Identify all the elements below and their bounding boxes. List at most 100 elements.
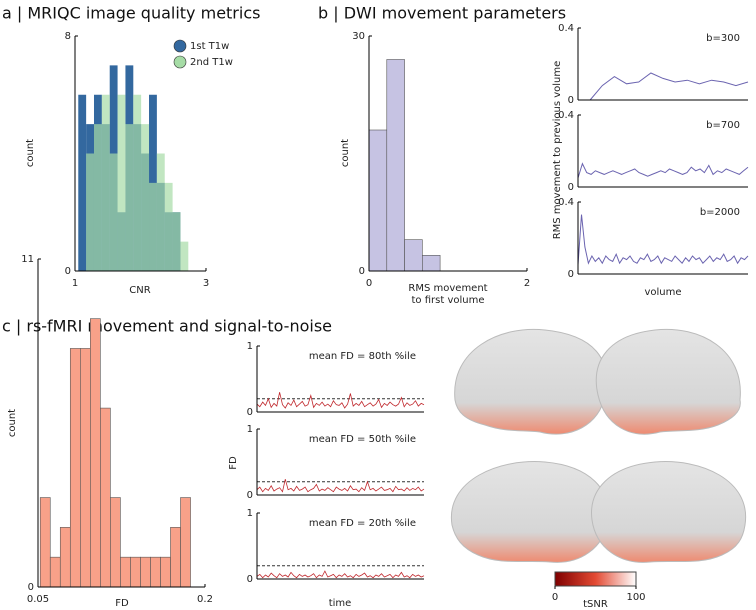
bar [386, 59, 405, 272]
bar [149, 182, 157, 271]
x-axis-label: RMS movement [408, 283, 487, 294]
bar [170, 527, 181, 588]
panel: 0 100 tSNR [552, 571, 646, 610]
brain-medial-right [591, 461, 747, 563]
x-tick-label: 0 [366, 278, 372, 289]
x-tick-label: 2 [524, 278, 530, 289]
panel: c | rs-fMRI movement and signal-to-noise… [2, 254, 332, 609]
panel: 0 1 mean FD = 80th %ile [247, 341, 425, 418]
x-axis-label: FD [115, 598, 129, 609]
bar [130, 556, 141, 588]
panel: 0 0.4 b=300 [558, 23, 749, 106]
y-tick-label: 0 [568, 269, 574, 280]
bar [422, 255, 441, 272]
bar [90, 318, 101, 588]
panel: a | MRIQC image quality metrics 0 8 1 3 CNR co… [2, 4, 260, 297]
bar [180, 497, 191, 588]
y-tick-label: 8 [65, 31, 71, 42]
brain-medial-left [450, 461, 609, 563]
bar [101, 94, 110, 271]
x-axis-label: time [329, 598, 352, 609]
y-tick-label: 0 [359, 266, 365, 277]
bar [109, 153, 118, 271]
x-axis-label: to first volume [412, 295, 485, 306]
legend-label: 1st T1w [190, 41, 229, 52]
legend-label: 2nd T1w [190, 57, 233, 68]
panel-title: b | DWI movement parameters [318, 4, 566, 23]
bar [69, 348, 81, 588]
bar [172, 212, 181, 271]
panel: 0 1 mean FD = 20th %ile time [247, 508, 425, 609]
colorbar-label: tSNR [583, 599, 608, 610]
y-tick-label: 1 [247, 424, 253, 435]
bar [160, 556, 171, 588]
x-tick-label: 0.2 [197, 594, 213, 605]
bar [39, 497, 51, 588]
y-tick-label: 0.4 [558, 197, 574, 208]
x-tick-label: 3 [203, 278, 209, 289]
legend-swatch [173, 39, 187, 53]
y-tick-label: 0 [568, 95, 574, 106]
bar [164, 182, 173, 271]
bar [117, 94, 126, 271]
y-tick-label: 0.4 [558, 23, 574, 34]
annotation: mean FD = 20th %ile [309, 518, 416, 529]
y-axis-label: FD [228, 456, 239, 470]
y-tick-label: 0 [247, 574, 253, 585]
y-tick-label: 0 [568, 182, 574, 193]
bar [120, 556, 131, 588]
x-tick-label: 100 [626, 592, 645, 603]
y-tick-label: 0 [247, 407, 253, 418]
y-tick-label: 1 [247, 341, 253, 352]
line [256, 570, 425, 579]
bar [100, 407, 111, 588]
x-tick-label: 1 [72, 278, 78, 289]
annotation: mean FD = 80th %ile [309, 351, 416, 362]
brain-lateral-left [454, 328, 607, 435]
panel: 0 0.4 b=2000 volume [558, 197, 749, 298]
bar [110, 497, 121, 588]
panel: b | DWI movement parameters 0 30 0 2 RMS move… [318, 4, 566, 307]
x-tick-label: 0.05 [27, 594, 49, 605]
brain-lateral-right [595, 328, 741, 435]
y-axis-label: count [25, 139, 36, 167]
bar [49, 556, 61, 588]
y-axis-label: count [7, 409, 18, 437]
annotation: b=300 [706, 33, 740, 44]
legend-swatch [173, 55, 187, 69]
bar [86, 153, 94, 271]
bar [141, 124, 150, 271]
annotation: b=2000 [700, 207, 740, 218]
line [589, 72, 749, 101]
bar [368, 129, 388, 272]
y-tick-label: 0 [65, 266, 71, 277]
brain-renders [450, 328, 747, 563]
annotation: b=700 [706, 120, 740, 131]
bar [140, 556, 151, 588]
bar [78, 94, 87, 271]
y-axis-label: count [340, 139, 351, 167]
bar [125, 124, 134, 271]
colorbar [554, 571, 637, 587]
bar [156, 153, 165, 271]
panel-title: c | rs-fMRI movement and signal-to-noise [2, 317, 332, 336]
y-tick-label: 0 [247, 490, 253, 501]
panel: 0 1 mean FD = 50th %ile FD [228, 424, 425, 501]
panel-title: a | MRIQC image quality metrics [2, 4, 260, 23]
y-tick-label: 1 [247, 508, 253, 519]
x-tick-label: 0 [552, 592, 558, 603]
y-tick-label: 0 [28, 582, 34, 593]
y-tick-label: 30 [352, 31, 365, 42]
x-axis-label: volume [644, 287, 681, 298]
annotation: mean FD = 50th %ile [309, 434, 416, 445]
line [577, 162, 749, 179]
y-axis-label: RMS movement to previous volume [552, 61, 563, 240]
bar [80, 348, 91, 588]
bar [150, 556, 161, 588]
bar [133, 94, 142, 271]
bar [404, 239, 423, 272]
line [256, 392, 425, 409]
y-tick-label: 11 [21, 254, 34, 265]
y-tick-label: 0.4 [558, 110, 574, 121]
